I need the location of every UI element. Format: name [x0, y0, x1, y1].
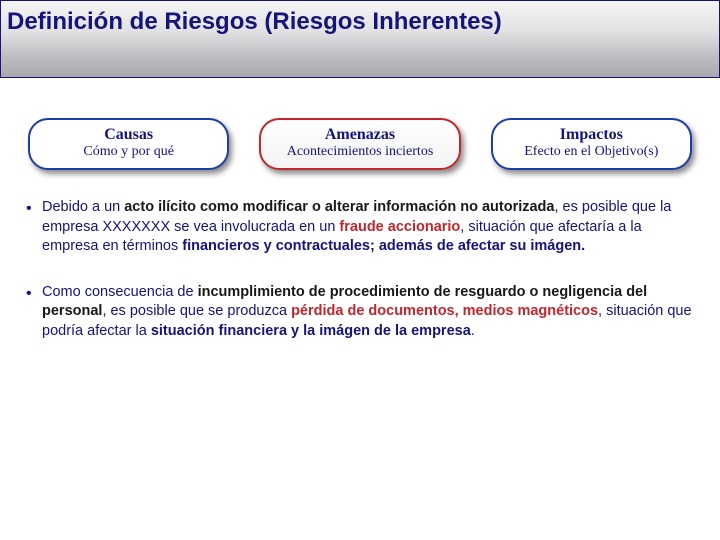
bullet-item: Como consecuencia de incumplimiento de p…: [24, 283, 696, 342]
bullet-item: Debido a un acto ilícito como modificar …: [24, 198, 696, 257]
text-segment: situación financiera y la imágen de la e…: [151, 323, 471, 339]
pill-sub: Acontecimientos inciertos: [271, 144, 448, 160]
bullet-list: Debido a un acto ilícito como modificar …: [0, 170, 720, 341]
pill-title: Causas: [40, 126, 217, 144]
text-segment: .: [471, 323, 475, 339]
pill-impactos: Impactos Efecto en el Objetivo(s): [491, 118, 692, 170]
pill-causas: Causas Cómo y por qué: [28, 118, 229, 170]
pill-title: Impactos: [503, 126, 680, 144]
pill-sub: Cómo y por qué: [40, 144, 217, 160]
text-segment: Debido a un: [42, 199, 124, 215]
text-segment: fraude accionario: [339, 219, 460, 235]
header-bar: Definición de Riesgos (Riesgos Inherente…: [0, 0, 720, 78]
text-segment: financieros y contractuales; además de a…: [182, 238, 585, 254]
text-segment: acto ilícito como modificar o alterar in…: [124, 199, 554, 215]
page-title: Definición de Riesgos (Riesgos Inherente…: [7, 7, 502, 37]
pill-amenazas: Amenazas Acontecimientos inciertos: [259, 118, 460, 170]
text-segment: Como consecuencia de: [42, 284, 198, 300]
pill-sub: Efecto en el Objetivo(s): [503, 144, 680, 160]
pill-title: Amenazas: [271, 126, 448, 144]
text-segment: pérdida de documentos, medios magnéticos: [291, 303, 598, 319]
text-segment: , es posible que se produzca: [102, 303, 291, 319]
pills-row: Causas Cómo y por qué Amenazas Acontecim…: [0, 78, 720, 170]
